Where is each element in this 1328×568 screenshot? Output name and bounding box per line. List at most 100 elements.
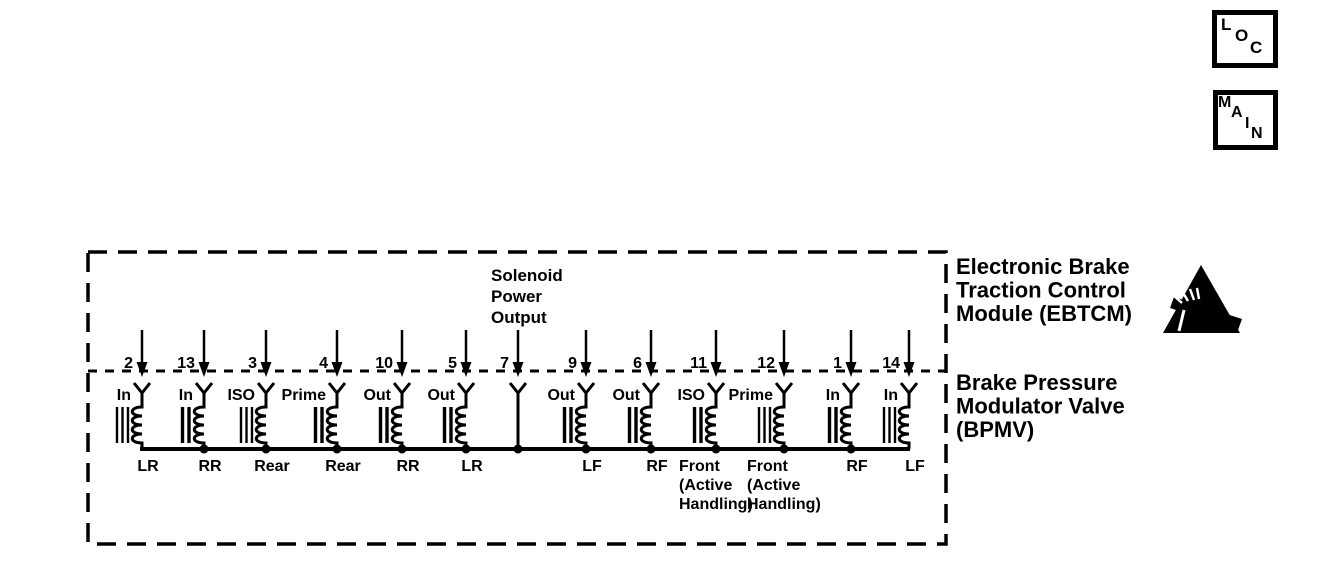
solenoid-unit: 10 Out RR — [363, 330, 420, 475]
solenoid-unit: 11 ISO Front (Active Handling) — [677, 330, 753, 513]
ebtcm-label-line: Traction Control — [956, 278, 1126, 303]
esd-hand-finger — [1195, 287, 1201, 300]
connector-y-icon — [774, 382, 794, 403]
solenoid-unit: 4 Prime Rear — [282, 330, 361, 475]
circuit-label: RF — [846, 458, 868, 475]
bpmv-label-line: (BPMV) — [956, 417, 1034, 442]
circuit-label: Front — [679, 458, 721, 475]
esd-warning-icon — [1163, 265, 1242, 333]
solenoid-type-label: Out — [427, 387, 455, 404]
solenoid-coil-icon — [130, 403, 144, 449]
solenoid-power-output-line: Solenoid — [491, 266, 563, 285]
bpmv-label-line: Brake Pressure — [956, 370, 1117, 395]
connector-y-icon — [256, 382, 276, 403]
solenoid-coil-icon — [192, 403, 206, 449]
connector-y-icon — [456, 382, 476, 403]
solenoid-type-label: In — [117, 387, 131, 404]
pin-number: 7 — [500, 355, 509, 372]
solenoid-power-output-line: Power — [491, 287, 542, 306]
solenoid-coil-icon — [897, 403, 911, 449]
solenoid-unit: 13 In RR — [177, 330, 222, 475]
circuit-label: LF — [905, 458, 925, 475]
circuit-label: LF — [582, 458, 602, 475]
solenoid-coil-icon — [704, 403, 718, 449]
solenoid-coil-icon — [772, 403, 786, 449]
bpmv-label-line: Modulator Valve — [956, 394, 1125, 419]
pin-arrow-head-icon — [710, 362, 722, 377]
circuit-label: RR — [396, 458, 420, 475]
pin-arrow-head-icon — [136, 362, 148, 377]
solenoid-power-output-label: Solenoid Power Output — [491, 266, 563, 327]
main-button[interactable]: M A I N — [1213, 90, 1278, 150]
pin-arrow-head-icon — [460, 362, 472, 377]
loc-button[interactable]: L O C — [1212, 10, 1278, 68]
solenoid-type-label: Prime — [729, 387, 774, 404]
loc-button-letter: L — [1221, 15, 1232, 34]
ebtcm-label-line: Module (EBTCM) — [956, 301, 1132, 326]
pin-arrow-head-icon — [778, 362, 790, 377]
circuit-label: LR — [461, 458, 483, 475]
power-feed-unit: 7 — [500, 330, 528, 454]
connector-y-icon — [327, 382, 347, 403]
solenoid-power-output-line: Output — [491, 308, 547, 327]
pin-number: 5 — [448, 355, 457, 372]
solenoid-type-label: Out — [547, 387, 575, 404]
esd-hand-wrist — [1177, 309, 1186, 332]
junction-dot — [199, 444, 209, 454]
solenoid-type-label: ISO — [227, 387, 255, 404]
circuit-label: (Active — [747, 477, 800, 494]
pin-number: 10 — [375, 355, 393, 372]
solenoid-type-label: Out — [612, 387, 640, 404]
connector-y-icon — [132, 382, 152, 403]
pin-arrow-head-icon — [645, 362, 657, 377]
pin-number: 6 — [633, 355, 642, 372]
circuit-label: Handling) — [747, 496, 821, 513]
connector-y-icon — [641, 382, 661, 403]
esd-hand-finger — [1188, 288, 1196, 301]
circuit-label: Front — [747, 458, 789, 475]
solenoid-unit: 9 Out LF — [547, 330, 602, 475]
junction-dot — [711, 444, 721, 454]
pin-arrow-head-icon — [903, 362, 915, 377]
pin-number: 1 — [833, 355, 842, 372]
solenoid-unit: 14 In LF — [882, 330, 925, 475]
solenoid-unit: 12 Prime Front (Active Handling) — [729, 330, 821, 513]
pin-arrow-head-icon — [331, 362, 343, 377]
main-button-letter: N — [1251, 125, 1263, 142]
circuit-label: (Active — [679, 477, 732, 494]
solenoid-unit: 6 Out RF — [612, 330, 668, 475]
circuit-label: Rear — [325, 458, 361, 475]
solenoid-type-label: Out — [363, 387, 391, 404]
loc-button-letter: O — [1235, 26, 1249, 45]
esd-hand-finger — [1172, 294, 1183, 304]
pin-number: 12 — [757, 355, 775, 372]
solenoid-type-label: In — [884, 387, 898, 404]
solenoid-unit: 2 In LR — [115, 330, 159, 475]
pin-arrow-head-icon — [512, 362, 524, 377]
esd-slash — [1170, 297, 1242, 330]
pin-arrow-head-icon — [260, 362, 272, 377]
solenoid-type-label: In — [826, 387, 840, 404]
circuit-label: RF — [646, 458, 668, 475]
connector-y-icon — [841, 382, 861, 403]
pin-arrow-head-icon — [396, 362, 408, 377]
junction-dot — [332, 444, 342, 454]
main-button-letter: I — [1245, 115, 1250, 132]
connector-y-icon — [576, 382, 596, 403]
pin-arrow-head-icon — [845, 362, 857, 377]
junction-dot — [646, 444, 656, 454]
bpmv-label: Brake Pressure Modulator Valve (BPMV) — [956, 370, 1125, 442]
solenoid-coil-icon — [254, 403, 268, 449]
connector-y-icon — [899, 382, 919, 403]
solenoid-coil-icon — [325, 403, 339, 449]
circuit-label: LR — [137, 458, 159, 475]
junction-dot — [461, 444, 471, 454]
solenoid-type-label: In — [179, 387, 193, 404]
pin-number: 3 — [248, 355, 257, 372]
module-boundary-box — [86, 250, 948, 546]
main-button-letter: M — [1218, 94, 1232, 111]
ebtcm-label: Electronic Brake Traction Control Module… — [956, 254, 1132, 326]
junction-dot — [846, 444, 856, 454]
